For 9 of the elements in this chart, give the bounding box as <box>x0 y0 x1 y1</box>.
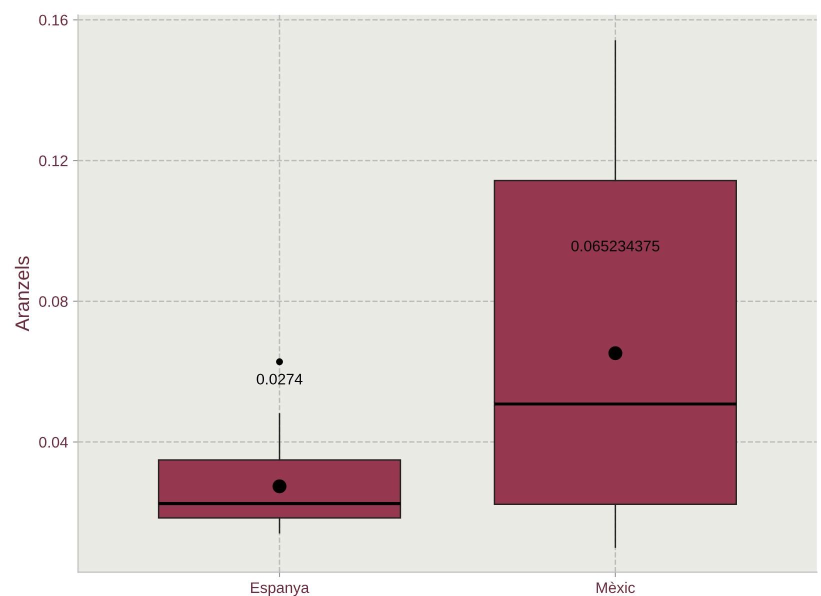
x-tick-label: Espanya <box>251 582 310 596</box>
y-tick-label: 0.08 <box>39 296 68 307</box>
x-tick-label: Mèxic <box>596 582 635 594</box>
y-tick-label: 0.16 <box>39 14 68 26</box>
annotation: 0.065234375 <box>571 240 660 252</box>
y-tick-label: 0.04 <box>39 436 68 448</box>
annotation: 0.0274 <box>256 374 302 385</box>
y-tick-label: 0.12 <box>39 155 68 166</box>
y-axis-title: Aranzels <box>14 256 30 332</box>
